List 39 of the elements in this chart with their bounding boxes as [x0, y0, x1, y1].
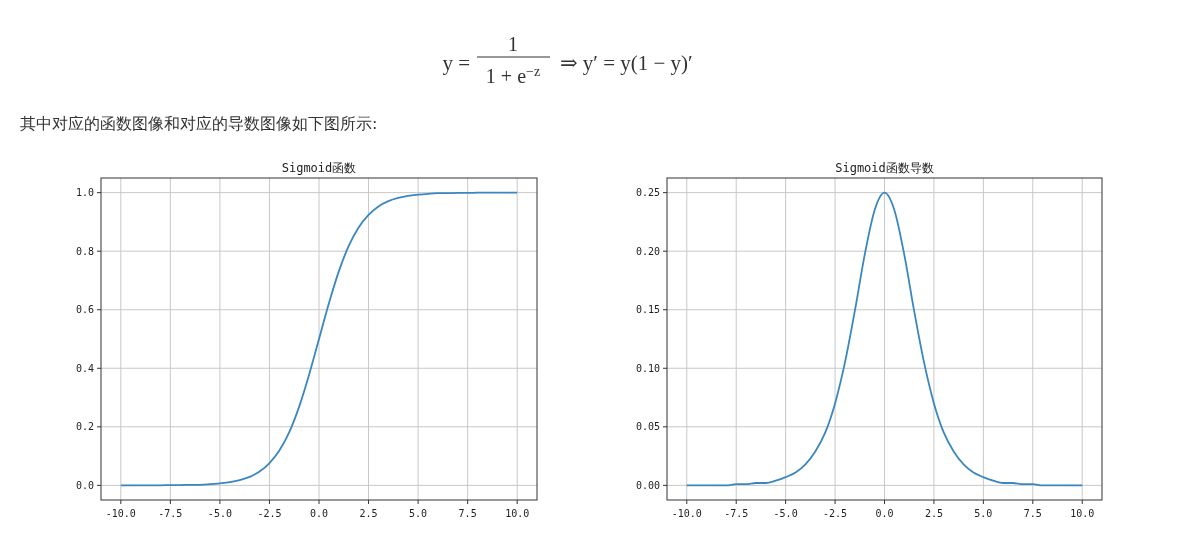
x-tick-label: -7.5 — [158, 508, 183, 519]
line-series — [119, 191, 519, 487]
y-tick-label: 0.20 — [635, 245, 660, 257]
text: 1 — [508, 33, 518, 55]
y-tick-label: 0.8 — [75, 245, 94, 257]
x-tick-label: 7.5 — [458, 508, 477, 519]
y-tick-label: 0.6 — [75, 304, 94, 316]
x-tick-label: 5.0 — [409, 508, 428, 519]
x-tick-label: 7.5 — [1023, 508, 1042, 519]
text: 其中对应的函数图像和对应的导数图像如下图所示: — [20, 114, 378, 133]
x-tick-label: -2.5 — [257, 508, 282, 519]
y-tick-label: 0.00 — [635, 479, 660, 491]
x-tick-label: 10.0 — [1070, 508, 1095, 519]
x-tick-label: -5.0 — [207, 508, 232, 519]
line-series — [685, 191, 1084, 487]
y-tick-label: 0.0 — [75, 479, 94, 491]
y-tick-label: 0.2 — [75, 421, 94, 433]
y-tick-label: 0.25 — [635, 187, 660, 199]
x-tick-label: 10.0 — [505, 508, 530, 519]
y-tick-label: 0.15 — [635, 304, 660, 316]
chart-title: Sigmoid函数 — [281, 161, 357, 175]
y-tick-label: 0.4 — [75, 362, 94, 374]
y-tick-label: 0.05 — [635, 421, 660, 433]
y-tick-label: 1.0 — [75, 187, 94, 199]
x-tick-label: 0.0 — [309, 508, 329, 519]
x-tick-label: -7.5 — [724, 508, 749, 519]
x-tick-label: 0.0 — [875, 508, 894, 519]
x-tick-label: 5.0 — [974, 508, 993, 519]
x-tick-label: -2.5 — [823, 508, 848, 519]
x-tick-label: -10.0 — [671, 508, 702, 519]
x-tick-label: 2.5 — [359, 508, 378, 519]
chart-title: Sigmoid函数导数 — [835, 161, 934, 175]
text: y = — [442, 51, 470, 75]
x-tick-label: 2.5 — [924, 508, 943, 519]
x-tick-label: -5.0 — [773, 508, 798, 519]
x-tick-label: -10.0 — [105, 508, 136, 519]
text: 1 + e$^{−z}$ — [485, 63, 541, 87]
text: ⇒ y′ = y(1 − y)′ — [560, 51, 693, 75]
y-tick-label: 0.10 — [635, 362, 660, 374]
